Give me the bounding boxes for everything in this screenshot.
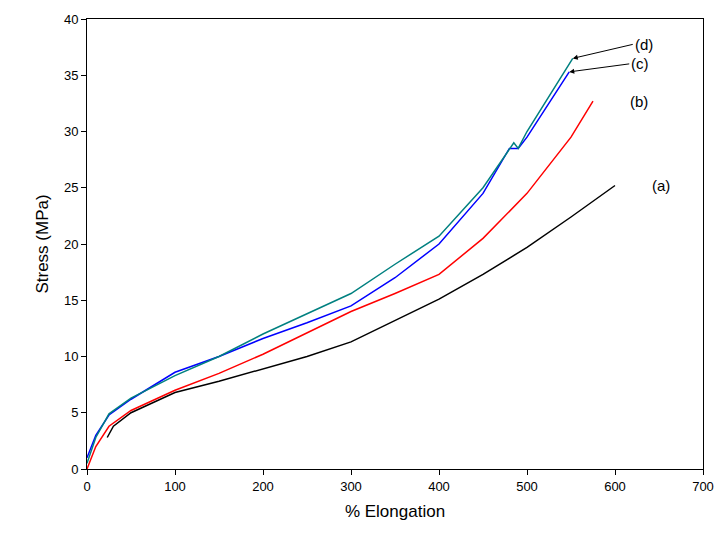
svg-text:(c): (c) [631,55,649,72]
svg-text:700: 700 [692,479,714,494]
svg-text:Stress (MPa): Stress (MPa) [33,194,52,293]
svg-text:500: 500 [516,479,538,494]
svg-text:200: 200 [252,479,274,494]
svg-text:25: 25 [64,180,78,195]
svg-text:30: 30 [64,124,78,139]
svg-text:(b): (b) [630,93,648,110]
svg-text:0: 0 [71,462,78,477]
svg-text:10: 10 [64,349,78,364]
svg-text:600: 600 [604,479,626,494]
svg-text:400: 400 [428,479,450,494]
svg-text:(d): (d) [635,36,653,53]
svg-text:15: 15 [64,293,78,308]
svg-text:40: 40 [64,12,78,27]
svg-text:% Elongation: % Elongation [345,502,445,521]
svg-text:300: 300 [340,479,362,494]
svg-text:35: 35 [64,68,78,83]
svg-text:0: 0 [83,479,90,494]
svg-text:(a): (a) [652,177,670,194]
svg-text:5: 5 [71,405,78,420]
svg-text:100: 100 [164,479,186,494]
svg-text:20: 20 [64,237,78,252]
